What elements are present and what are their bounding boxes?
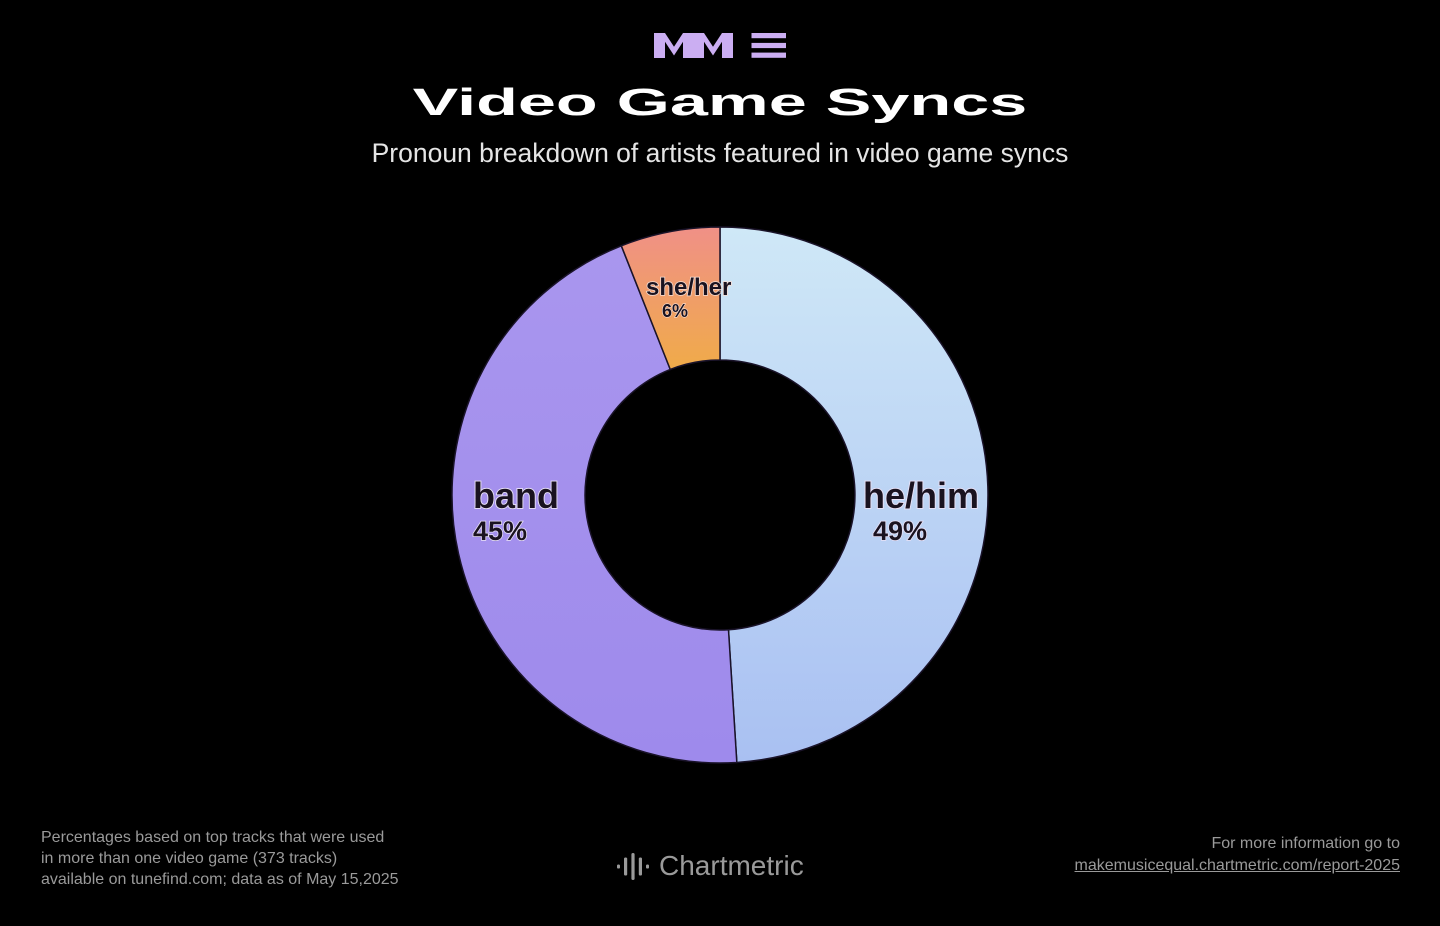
svg-text:she/her: she/her	[646, 274, 731, 301]
svg-text:band: band	[473, 475, 559, 516]
svg-text:6%: 6%	[662, 301, 688, 321]
svg-text:49%: 49%	[873, 516, 927, 546]
svg-text:45%: 45%	[473, 516, 527, 546]
svg-text:he/him: he/him	[863, 475, 979, 516]
